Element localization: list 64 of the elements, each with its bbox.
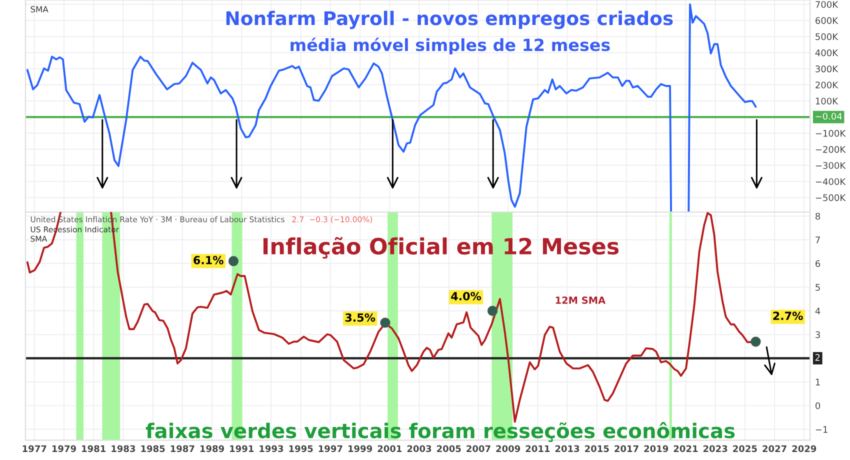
annotation: 12M SMA bbox=[556, 296, 606, 304]
point bbox=[750, 336, 761, 347]
y-tick-label: 4 bbox=[815, 308, 820, 314]
x-tick-label: 1993 bbox=[260, 445, 284, 452]
x-tick-label: 1987 bbox=[170, 445, 194, 452]
x-tick-label: 2025 bbox=[733, 445, 757, 452]
point bbox=[487, 306, 498, 316]
y-tick-label: −1 bbox=[816, 426, 828, 433]
x-tick-label: 1979 bbox=[52, 445, 76, 452]
data-label: 3.5% bbox=[345, 313, 376, 322]
y-tick-label: 1 bbox=[816, 378, 820, 386]
x-tick-label: 2003 bbox=[407, 445, 432, 452]
x-tick-label: 2029 bbox=[792, 445, 816, 452]
x-tick-label: 2007 bbox=[466, 445, 490, 452]
y-tick-label: 300K bbox=[816, 65, 838, 72]
x-tick-label: 2023 bbox=[703, 445, 728, 452]
x-tick-label: 1977 bbox=[22, 445, 46, 452]
y-tick-label: 3 bbox=[816, 331, 820, 338]
y-tick-label: −400K bbox=[816, 178, 846, 186]
x-tick-label: 2001 bbox=[378, 445, 402, 452]
x-tick-label: 1985 bbox=[141, 445, 165, 452]
y-tick-label: 5 bbox=[816, 284, 820, 291]
x-tick-label: 1995 bbox=[289, 445, 313, 452]
y-tick-label: 700K bbox=[816, 1, 838, 8]
annotation: faixas verdes verticais foram resseções econômicas bbox=[146, 422, 735, 442]
y-tick-label: 200K bbox=[816, 82, 838, 88]
y-tick-label: 7 bbox=[816, 236, 820, 244]
x-tick-label: 2011 bbox=[526, 445, 550, 452]
text: Inflação Oficial em 12 Meses bbox=[263, 237, 619, 259]
x-tick-label: 1983 bbox=[112, 445, 136, 452]
x-tick-label: 2009 bbox=[496, 445, 520, 452]
x-tick-label: 2017 bbox=[614, 445, 638, 452]
y-tick-label: 600K bbox=[816, 17, 838, 24]
text: Nonfarm Payroll - novos empregos criados bbox=[226, 10, 673, 30]
x-tick-label: 1999 bbox=[348, 445, 372, 452]
y-tick-label: 6 bbox=[816, 260, 820, 268]
x-tick-label: 1997 bbox=[318, 445, 342, 452]
x-tick-label: 2021 bbox=[674, 445, 698, 452]
y-tick-label: 0 bbox=[816, 402, 820, 410]
data-label: 2.7% bbox=[773, 312, 803, 320]
annotation: SMA bbox=[30, 6, 48, 12]
y-tick-label: −300K bbox=[816, 162, 846, 169]
ref-line-label: 2 bbox=[815, 354, 820, 361]
x-tick-label: 2015 bbox=[585, 445, 609, 452]
x-tick-label: 2019 bbox=[644, 445, 668, 452]
point bbox=[380, 318, 390, 328]
y-tick-label: 100K bbox=[816, 98, 838, 105]
text: média móvel simples de 12 meses bbox=[290, 38, 610, 54]
y-tick-label: 500K bbox=[816, 33, 838, 40]
x-tick-label: 2005 bbox=[437, 445, 461, 452]
x-tick-label: 1989 bbox=[200, 445, 224, 452]
y-tick-label: −100K bbox=[816, 130, 846, 137]
y-tick-label: −200K bbox=[816, 146, 846, 153]
data-label: 4.0% bbox=[451, 292, 482, 300]
x-tick-label: 2013 bbox=[555, 445, 580, 452]
data-label: 6.1% bbox=[194, 256, 224, 264]
y-tick-label: −500K bbox=[816, 194, 846, 202]
y-tick-label: 8 bbox=[816, 212, 820, 220]
ref-line-label: −0.04 bbox=[816, 112, 842, 120]
point bbox=[228, 256, 239, 266]
x-tick-label: 1981 bbox=[82, 445, 106, 452]
x-tick-label: 2027 bbox=[762, 445, 786, 452]
x-tick-label: 1991 bbox=[230, 445, 254, 452]
y-tick-label: 400K bbox=[815, 49, 838, 56]
